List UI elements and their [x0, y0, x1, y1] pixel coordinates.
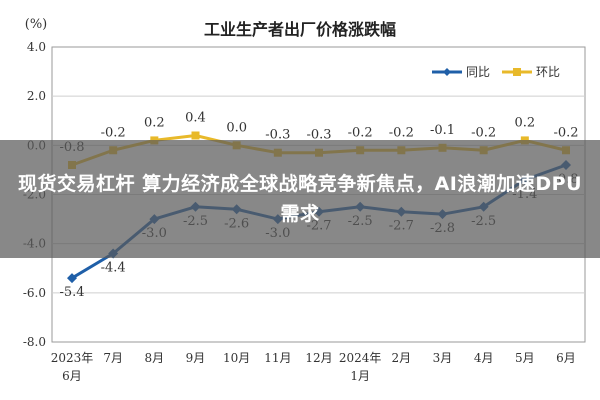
data-label: -0.3 — [306, 128, 331, 143]
legend-marker — [443, 68, 451, 76]
data-label: -0.3 — [265, 128, 290, 143]
x-tick-label: 2024年 — [339, 351, 382, 365]
data-label: 0.2 — [514, 115, 535, 130]
x-tick-label: 7月 — [103, 351, 123, 365]
data-label: 0.0 — [226, 120, 247, 135]
y-tick-label: -8.0 — [23, 335, 46, 349]
legend-marker — [513, 68, 521, 76]
x-tick-label: 6月 — [556, 351, 576, 365]
y-tick-label: 2.0 — [27, 89, 46, 103]
x-tick-label: 5月 — [515, 351, 535, 365]
y-tick-label: 4.0 — [27, 40, 46, 54]
x-tick-label: 2月 — [392, 351, 412, 365]
data-point — [191, 131, 200, 140]
data-label: -0.2 — [101, 125, 126, 140]
data-label: -0.2 — [471, 125, 496, 140]
x-tick-label: 8月 — [145, 351, 165, 365]
x-tick-label: 2023年 — [51, 351, 94, 365]
x-tick-label: 1月 — [350, 369, 370, 383]
overlay-headline: 现货交易杠杆 算力经济成全球战略竞争新焦点，AI浪潮加速DPU需求 — [17, 173, 582, 225]
x-tick-label: 3月 — [433, 351, 453, 365]
data-point — [67, 273, 77, 284]
y-tick-label: -6.0 — [23, 286, 46, 300]
overlay-banner: 现货交易杠杆 算力经济成全球战略竞争新焦点，AI浪潮加速DPU需求 — [0, 140, 600, 258]
x-tick-label: 11月 — [264, 351, 291, 365]
data-label: 0.4 — [185, 111, 206, 126]
x-tick-label: 4月 — [474, 351, 494, 365]
data-label: -4.4 — [101, 261, 126, 276]
data-label: 0.2 — [144, 115, 165, 130]
x-tick-label: 9月 — [186, 351, 206, 365]
data-label: -0.2 — [389, 125, 414, 140]
data-label: -0.2 — [348, 125, 373, 140]
chart-title: 工业生产者出厂价格涨跌幅 — [204, 20, 396, 39]
data-label: -0.1 — [430, 123, 455, 138]
legend-label: 环比 — [536, 65, 560, 79]
x-tick-label: 12月 — [305, 351, 332, 365]
legend-label: 同比 — [466, 65, 490, 79]
data-label: -5.4 — [59, 285, 84, 300]
data-label: -0.2 — [553, 125, 578, 140]
y-axis-unit-label: (%) — [25, 17, 48, 32]
x-tick-label: 6月 — [62, 369, 82, 383]
x-tick-label: 10月 — [223, 351, 250, 365]
